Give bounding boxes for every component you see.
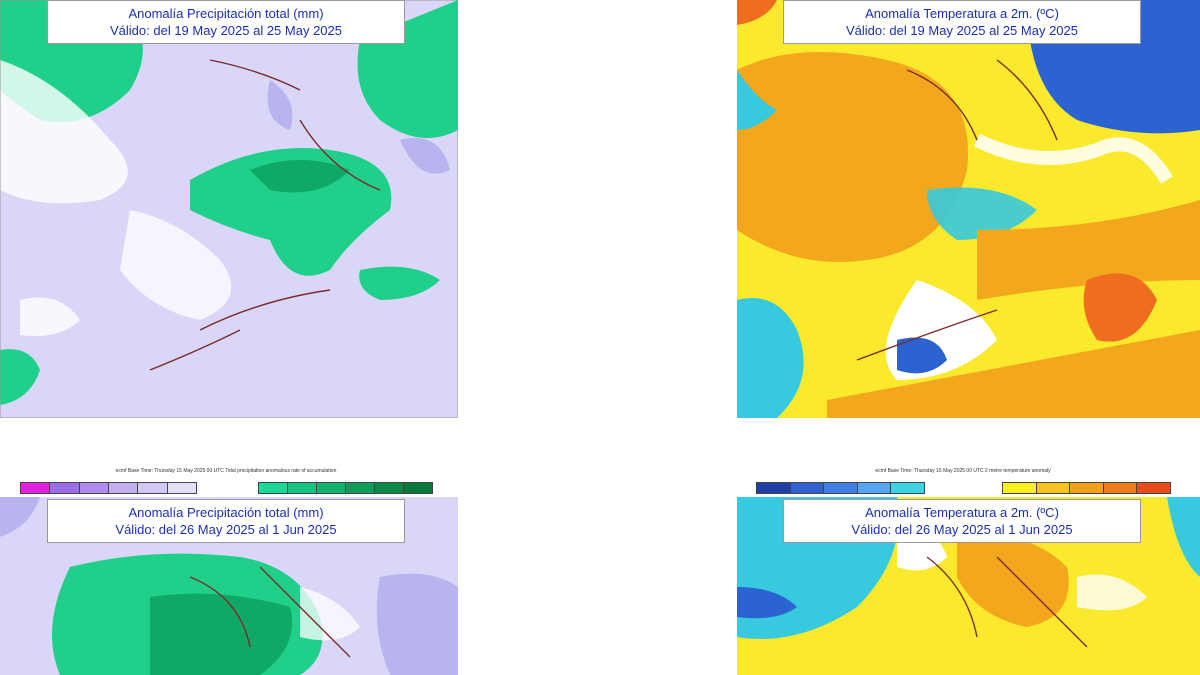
temp-positive-swatch [1136, 482, 1171, 494]
panel-title-temp-week2: Anomalía Temperatura a 2m. (ºC) Válido: … [783, 499, 1141, 543]
temperature-legend-positive-scale [1002, 482, 1171, 494]
temp-positive-swatch [1002, 482, 1037, 494]
temperature-map-week2: Anomalía Temperatura a 2m. (ºC) Válido: … [737, 497, 1200, 675]
precipitation-legend-negative-scale [20, 482, 197, 494]
panel-title-line1: Anomalía Temperatura a 2m. (ºC) [865, 505, 1059, 520]
panel-title-line1: Anomalía Precipitación total (mm) [128, 6, 324, 21]
panel-title-line1: Anomalía Precipitación total (mm) [128, 505, 324, 520]
precip-positive-swatch [374, 482, 404, 494]
panel-title-line2: Válido: del 19 May 2025 al 25 May 2025 [846, 23, 1078, 38]
precip-positive-swatch [316, 482, 346, 494]
precipitation-map-week1-graphic [0, 0, 458, 418]
temperature-legend-caption: ecmf Base Time: Thursday 15 May 2025 00 … [875, 468, 1051, 474]
temp-positive-swatch [1102, 482, 1138, 494]
temp-positive-swatch [1035, 482, 1071, 494]
panel-title-line1: Anomalía Temperatura a 2m. (ºC) [865, 6, 1059, 21]
precip-negative-swatch [137, 482, 168, 494]
precip-positive-swatch [345, 482, 375, 494]
precipitation-legend-positive-scale [258, 482, 433, 494]
temp-negative-swatch [890, 482, 925, 494]
panel-title-precip-week1: Anomalía Precipitación total (mm) Válido… [47, 0, 405, 44]
temp-negative-swatch [823, 482, 858, 494]
temp-negative-swatch [756, 482, 791, 494]
temperature-legend-negative-scale [756, 482, 925, 494]
precipitation-legend: ecmf Base Time: Thursday 15 May 2025 00 … [20, 468, 433, 494]
precipitation-map-week1: Anomalía Precipitación total (mm) Válido… [0, 0, 458, 418]
precip-negative-swatch [49, 482, 80, 494]
panel-title-temp-week1: Anomalía Temperatura a 2m. (ºC) Válido: … [783, 0, 1141, 44]
precipitation-legend-caption: ecmf Base Time: Thursday 15 May 2025 00 … [115, 468, 337, 474]
temp-negative-swatch [856, 482, 892, 494]
precip-positive-swatch [258, 482, 288, 494]
precip-positive-swatch [287, 482, 317, 494]
precip-negative-swatch [108, 482, 139, 494]
panel-title-line2: Válido: del 26 May 2025 al 1 Jun 2025 [851, 522, 1073, 537]
precip-negative-swatch [20, 482, 51, 494]
temperature-map-week1: Anomalía Temperatura a 2m. (ºC) Válido: … [737, 0, 1200, 418]
precip-negative-swatch [78, 482, 109, 494]
precip-negative-swatch [166, 482, 197, 494]
precipitation-map-week2: Anomalía Precipitación total (mm) Válido… [0, 497, 458, 675]
temperature-legend: ecmf Base Time: Thursday 15 May 2025 00 … [756, 468, 1171, 494]
panel-title-precip-week2: Anomalía Precipitación total (mm) Válido… [47, 499, 405, 543]
temp-negative-swatch [789, 482, 825, 494]
panel-title-line2: Válido: del 19 May 2025 al 25 May 2025 [110, 23, 342, 38]
panel-title-line2: Válido: del 26 May 2025 al 1 Jun 2025 [115, 522, 337, 537]
temperature-map-week1-graphic [737, 0, 1200, 418]
temp-positive-swatch [1069, 482, 1104, 494]
temperature-map-week2-graphic [737, 497, 1200, 675]
precip-positive-swatch [403, 482, 433, 494]
